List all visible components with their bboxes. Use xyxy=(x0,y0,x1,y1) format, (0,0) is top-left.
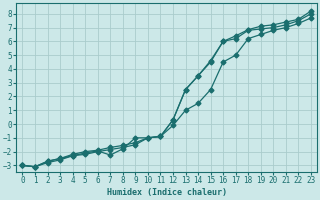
X-axis label: Humidex (Indice chaleur): Humidex (Indice chaleur) xyxy=(107,188,227,197)
